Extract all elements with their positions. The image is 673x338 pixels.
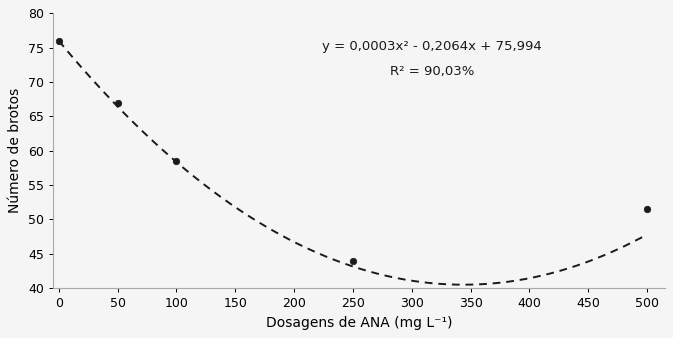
Point: [53, 38, 64, 44]
Y-axis label: Número de brotos: Número de brotos: [8, 88, 22, 213]
Point: [171, 158, 182, 164]
Text: y = 0,0003x² - 0,2064x + 75,994: y = 0,0003x² - 0,2064x + 75,994: [322, 40, 542, 53]
X-axis label: Dosagens de ANA (mg L⁻¹): Dosagens de ANA (mg L⁻¹): [266, 316, 452, 330]
Point: [347, 258, 358, 263]
Point: [641, 207, 652, 212]
Text: R² = 90,03%: R² = 90,03%: [390, 65, 474, 77]
Point: [112, 100, 123, 105]
